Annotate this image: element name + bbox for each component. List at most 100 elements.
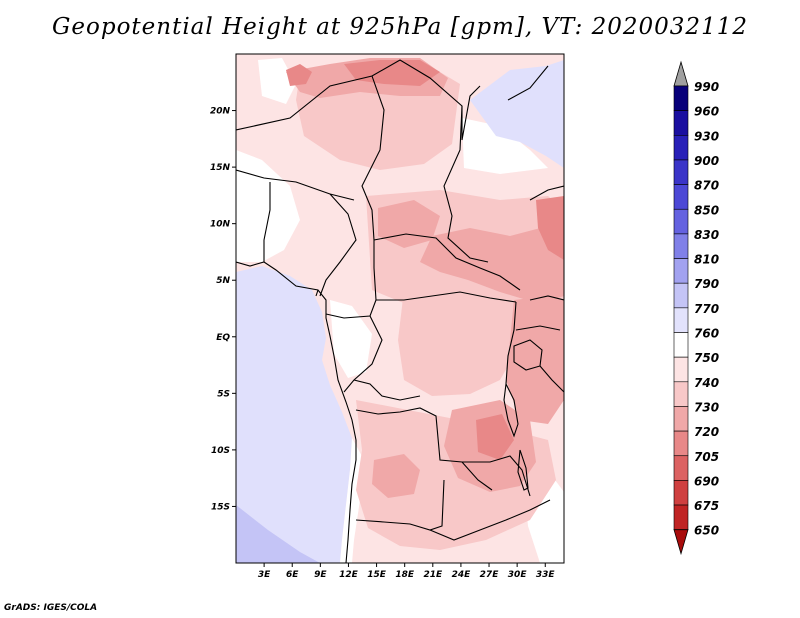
colorbar-bottom-arrow — [673, 529, 689, 556]
map-title: Geopotential Height at 925hPa [gpm], VT:… — [52, 14, 748, 40]
lon-tick-label: 27E — [480, 570, 500, 580]
colorbar-level-label: 830 — [694, 228, 719, 242]
colorbar-cell — [673, 135, 689, 161]
colorbar-level-label: 760 — [694, 327, 719, 341]
map-frame — [235, 53, 565, 564]
border-tanzania — [539, 365, 564, 393]
latitude-axis: 20N 15N 10N 5N EQ 5S 10S 15S — [210, 107, 236, 512]
ocean-field-low — [236, 505, 320, 563]
colorbar-cell — [673, 406, 689, 432]
colorbar-level-label: 790 — [694, 277, 719, 291]
colorbar-level-label: 990 — [694, 80, 719, 94]
colorbar-cell — [673, 480, 689, 506]
field-720-east — [536, 196, 564, 260]
colorbar-cell — [673, 332, 689, 358]
colorbar-cell — [673, 110, 689, 136]
lat-tick-label: 5S — [217, 389, 230, 399]
lon-tick-label: 9E — [314, 570, 327, 580]
gulf-white-patch — [330, 300, 372, 378]
lake-malawi — [517, 449, 529, 491]
colorbar-cell — [673, 159, 689, 185]
coastline — [236, 261, 357, 563]
lon-tick-label: 24E — [452, 570, 472, 580]
border-chad-sudan — [443, 105, 489, 263]
border-south — [429, 499, 551, 541]
lat-tick-label: 10S — [211, 446, 230, 456]
sahara-white-zone — [236, 150, 300, 262]
colorbar-level-label: 750 — [694, 351, 719, 365]
borders — [236, 59, 564, 563]
colorbar-level-label: 900 — [694, 154, 719, 168]
lon-tick-label: 12E — [339, 570, 359, 580]
colorbar-cell — [673, 307, 689, 333]
colorbar-level-label: 930 — [694, 129, 719, 143]
colorbar-level-label: 870 — [694, 179, 719, 193]
colorbar-level-label: 705 — [694, 450, 719, 464]
colorbar-cell — [673, 430, 689, 457]
colorbar-top-arrow — [673, 60, 689, 87]
field-720-peak-west — [286, 64, 312, 86]
longitude-axis: 3E 6E 9E 12E 15E 18E 21E 24E 27E 30E 33E — [258, 563, 556, 580]
border-drc-west — [353, 379, 421, 401]
border-angola-south — [355, 479, 445, 531]
colorbar-cell — [673, 208, 689, 235]
lon-tick-label: 6E — [286, 570, 299, 580]
river-niger — [315, 289, 319, 297]
lon-tick-label: 21E — [423, 570, 443, 580]
colorbar-cell — [673, 258, 689, 284]
nile-white-zone — [462, 118, 548, 174]
colorbar-cell — [673, 356, 689, 383]
colorbar-level-label: 770 — [694, 302, 719, 316]
border-nigeria-cameroon — [319, 193, 357, 297]
colorbar-level-label: 960 — [694, 105, 719, 119]
border-drc-north — [376, 291, 517, 303]
colorbar-cell — [673, 184, 689, 210]
lon-tick-label: 15E — [367, 570, 387, 580]
lon-tick-label: 18E — [395, 570, 415, 580]
field-740-congo — [398, 284, 520, 396]
lat-tick-label: 5N — [216, 276, 230, 286]
northwest-white-patch — [258, 58, 296, 104]
border-red-sea — [507, 65, 549, 101]
lake-tanganyika — [503, 382, 519, 438]
border-car — [373, 233, 521, 291]
colorbar-level-label: 650 — [694, 524, 719, 538]
colorbar-cell — [673, 381, 689, 407]
field-720-south — [476, 414, 514, 460]
colorbar-level-label: 730 — [694, 400, 719, 414]
colorbar-cell — [673, 282, 689, 309]
colorbar-cell — [673, 233, 689, 259]
lon-tick-label: 33E — [536, 570, 556, 580]
colorbar-level-label: 690 — [694, 474, 719, 488]
grads-credit: GrADS: IGES/COLA — [4, 603, 98, 613]
lat-tick-label: 15S — [211, 502, 230, 512]
lat-tick-label: 20N — [210, 107, 231, 117]
border-west-2 — [263, 182, 271, 262]
coastal-white-band — [340, 438, 364, 563]
lon-tick-label: 3E — [258, 570, 271, 580]
border-kenya — [529, 295, 564, 301]
border-north-1 — [236, 59, 481, 141]
colorbar-level-label: 740 — [694, 376, 719, 390]
lon-tick-label: 30E — [508, 570, 528, 580]
border-zambia — [462, 455, 531, 497]
border-angola — [355, 407, 493, 491]
colorbar-cell — [673, 504, 689, 530]
colorbar-cell — [673, 85, 689, 111]
colorbar-level-label: 675 — [694, 499, 719, 513]
field-730-sudan — [420, 212, 564, 304]
border-drc-east — [505, 301, 517, 385]
colorbar-level-label: 720 — [694, 425, 719, 439]
border-congo — [343, 315, 383, 393]
field-720-peak — [344, 60, 440, 86]
red-sea-blue-zone — [470, 60, 564, 168]
border-west-1 — [236, 169, 355, 201]
colorbar-cell — [673, 455, 689, 481]
colorbar-level-label: 810 — [694, 253, 719, 267]
colorbar-level-label: 850 — [694, 203, 719, 217]
ocean-field — [236, 54, 352, 563]
border-eritrea — [529, 185, 564, 201]
lat-tick-label: EQ — [216, 333, 230, 343]
